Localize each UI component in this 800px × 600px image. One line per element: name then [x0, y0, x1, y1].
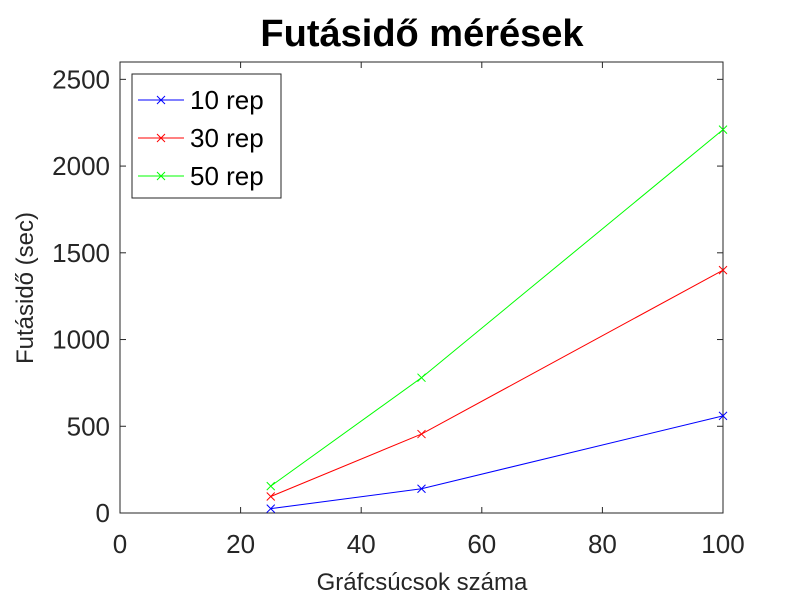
x-tick-label: 60: [467, 529, 496, 559]
y-tick-label: 2000: [52, 151, 110, 181]
y-tick-label: 500: [67, 411, 110, 441]
x-tick-label: 20: [226, 529, 255, 559]
legend-marker: [156, 171, 166, 181]
series-layer: [266, 125, 728, 514]
chart-title: Futásidő mérések: [260, 13, 584, 55]
y-axis-label: Futásidő (sec): [12, 212, 39, 364]
legend-label: 30 rep: [190, 123, 264, 153]
y-tick-label: 1500: [52, 238, 110, 268]
x-tick-label: 40: [347, 529, 376, 559]
data-point-marker: [718, 125, 728, 135]
data-point-marker: [718, 411, 728, 421]
x-tick-label: 100: [701, 529, 744, 559]
data-point-marker: [417, 484, 426, 494]
y-axis-ticks: 0 500 1000 1500 2000 2500: [52, 64, 723, 528]
data-point-marker: [266, 492, 276, 501]
y-tick-label: 1000: [52, 325, 110, 355]
y-tick-label: 2500: [52, 64, 110, 94]
x-axis-label: Gráfcsúcsok száma: [317, 569, 528, 596]
x-axis-ticks: 0 20 40 60 80 100: [113, 62, 745, 559]
legend: 10 rep 30 rep 50 rep: [131, 73, 282, 199]
legend-box: [131, 73, 282, 199]
data-point-marker: [266, 504, 276, 514]
data-point-marker: [266, 481, 276, 491]
legend-marker: [156, 95, 166, 105]
legend-marker: [156, 133, 166, 143]
data-point-marker: [417, 373, 426, 383]
x-tick-label: 0: [113, 529, 127, 559]
data-point-marker: [417, 429, 426, 439]
x-tick-label: 80: [588, 529, 617, 559]
data-point-marker: [718, 265, 728, 275]
legend-label: 50 rep: [190, 161, 264, 191]
y-tick-label: 0: [96, 498, 110, 528]
legend-label: 10 rep: [190, 85, 264, 115]
